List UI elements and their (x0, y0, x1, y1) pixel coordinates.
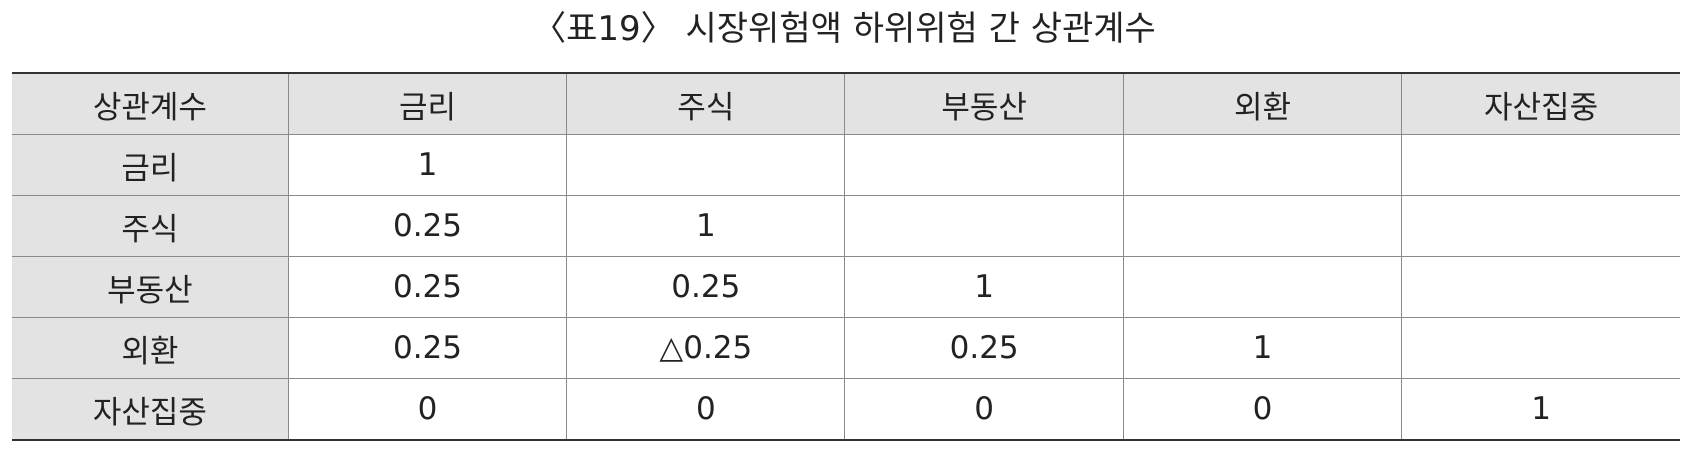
table-cell (1122, 195, 1403, 257)
row-header: 금리 (12, 134, 289, 196)
correlation-table: 상관계수 금리 주식 부동산 외환 자산집중 금리 1 주식 0.25 1 부동… (12, 72, 1680, 441)
column-header: 주식 (566, 72, 846, 135)
table-row: 부동산 0.25 0.25 1 (12, 256, 1680, 318)
table-cell: 1 (1401, 378, 1680, 441)
column-header: 금리 (287, 72, 568, 135)
table-cell: 1 (844, 256, 1124, 318)
table-cell: 0.25 (287, 317, 568, 379)
table-cell: 1 (1122, 317, 1403, 379)
table-cell (1122, 256, 1403, 318)
table-cell (844, 134, 1124, 196)
table-cell (1401, 134, 1680, 196)
table-cell: 1 (566, 195, 846, 257)
table-cell: 0 (1122, 378, 1403, 441)
row-header: 자산집중 (12, 378, 289, 441)
table-cell: 0.25 (844, 317, 1124, 379)
row-header: 부동산 (12, 256, 289, 318)
column-header: 외환 (1122, 72, 1403, 135)
column-header: 자산집중 (1401, 72, 1680, 135)
table-cell (566, 134, 846, 196)
table-cell (1122, 134, 1403, 196)
table-cell: 0.25 (287, 256, 568, 318)
column-header: 부동산 (844, 72, 1124, 135)
table-cell: 0 (844, 378, 1124, 441)
table-cell (1401, 195, 1680, 257)
table-cell (844, 195, 1124, 257)
row-header: 주식 (12, 195, 289, 257)
row-header: 외환 (12, 317, 289, 379)
table-cell: 0.25 (566, 256, 846, 318)
corner-header: 상관계수 (12, 72, 289, 135)
table-cell (1401, 256, 1680, 318)
table-cell: 0 (566, 378, 846, 441)
table-row: 자산집중 0 0 0 0 1 (12, 378, 1680, 441)
table-title: 〈표19〉 시장위험액 하위위험 간 상관계수 (532, 9, 1156, 49)
table-cell: 0 (287, 378, 568, 441)
table-row: 금리 1 (12, 134, 1680, 196)
table-row: 외환 0.25 △0.25 0.25 1 (12, 317, 1680, 379)
table-cell (1401, 317, 1680, 379)
header-row: 상관계수 금리 주식 부동산 외환 자산집중 (12, 72, 1680, 135)
table-row: 주식 0.25 1 (12, 195, 1680, 257)
table-cell: △0.25 (566, 317, 846, 379)
table-cell: 1 (287, 134, 568, 196)
table-cell: 0.25 (287, 195, 568, 257)
